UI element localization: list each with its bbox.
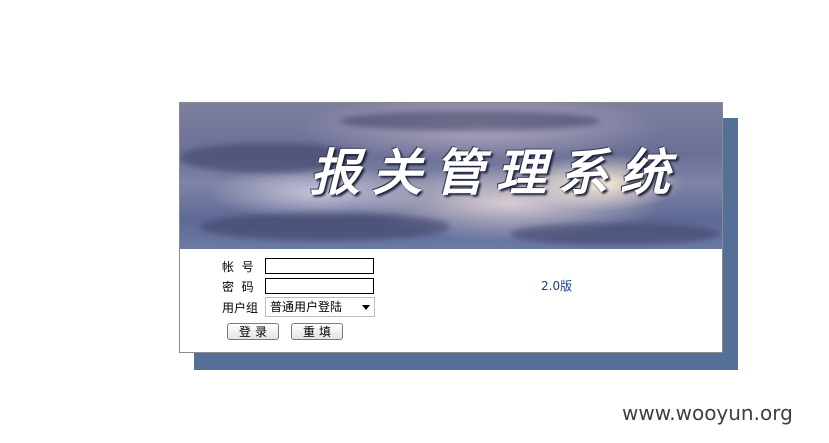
version-text: 2.0版	[541, 279, 573, 293]
password-input[interactable]	[265, 278, 374, 294]
banner-title: 报关管理系统	[310, 143, 682, 202]
account-label: 帐 号	[222, 260, 254, 274]
password-label: 密 码	[222, 280, 254, 294]
cloud-shape	[180, 143, 360, 173]
cloud-shape	[200, 213, 450, 241]
user-group-selected: 普通用户登陆	[270, 300, 343, 314]
login-panel: 报关管理系统 帐 号 密 码 用户组 普通用户登陆 登录 重填 2.0版	[179, 102, 723, 353]
banner-image: 报关管理系统	[180, 103, 722, 249]
watermark-text: www.wooyun.org	[622, 401, 793, 425]
chevron-down-icon	[362, 305, 370, 310]
cloud-shape	[510, 223, 720, 245]
user-group-select[interactable]: 普通用户登陆	[265, 297, 375, 317]
cloud-shape	[340, 111, 600, 131]
account-input[interactable]	[265, 258, 374, 274]
user-group-label: 用户组	[222, 301, 259, 315]
reset-button[interactable]: 重填	[291, 323, 343, 340]
login-button[interactable]: 登录	[227, 323, 279, 340]
